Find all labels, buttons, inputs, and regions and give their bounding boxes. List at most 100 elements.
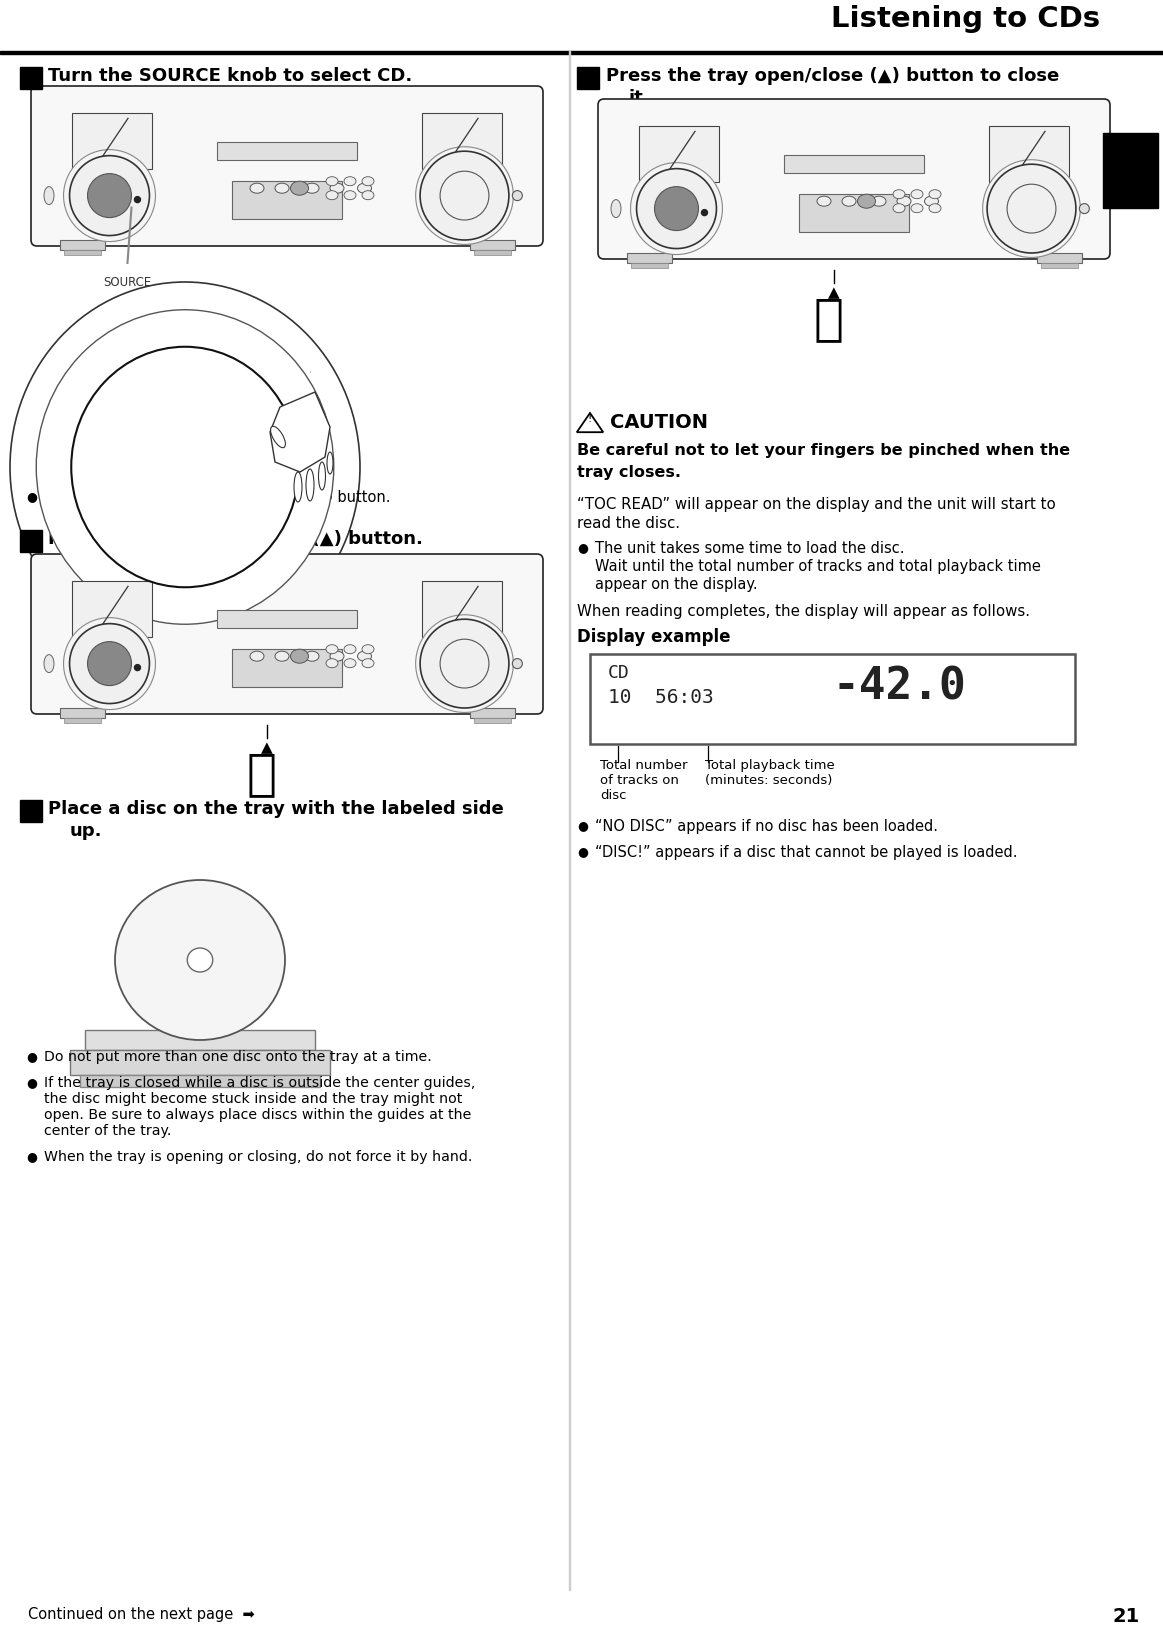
Ellipse shape: [842, 196, 856, 207]
Ellipse shape: [271, 427, 285, 448]
Text: Wait until the total number of tracks and total playback time: Wait until the total number of tracks an…: [595, 559, 1041, 574]
Text: Be careful not to let your fingers be pinched when the: Be careful not to let your fingers be pi…: [577, 443, 1070, 458]
Ellipse shape: [294, 473, 302, 502]
Ellipse shape: [291, 181, 308, 196]
Text: ●: ●: [577, 818, 587, 831]
Ellipse shape: [36, 310, 334, 624]
Ellipse shape: [44, 186, 53, 205]
Ellipse shape: [362, 191, 374, 200]
Text: Display example: Display example: [577, 628, 730, 645]
Bar: [20, 530, 42, 553]
Text: EN: EN: [1114, 160, 1147, 181]
Circle shape: [440, 171, 488, 220]
Bar: [64, 249, 100, 254]
Ellipse shape: [344, 645, 356, 654]
Circle shape: [983, 160, 1080, 258]
Ellipse shape: [274, 652, 288, 662]
Ellipse shape: [872, 196, 886, 207]
Text: 1: 1: [26, 70, 36, 85]
Text: Turn the SOURCE knob to select CD.: Turn the SOURCE knob to select CD.: [48, 67, 412, 85]
FancyBboxPatch shape: [31, 554, 543, 714]
Circle shape: [701, 210, 707, 215]
Text: Total number: Total number: [600, 760, 687, 773]
Ellipse shape: [187, 949, 213, 971]
Text: 3: 3: [26, 804, 36, 818]
Text: center of the tray.: center of the tray.: [44, 1125, 171, 1138]
Text: (minutes: seconds): (minutes: seconds): [705, 774, 833, 787]
Text: ●: ●: [26, 1076, 37, 1089]
Text: 10  56:03: 10 56:03: [608, 688, 714, 707]
Bar: [422, 112, 502, 170]
Text: read the disc.: read the disc.: [577, 517, 680, 531]
Circle shape: [1007, 184, 1056, 233]
Circle shape: [513, 191, 522, 200]
Text: You can also use the remote control CD button.: You can also use the remote control CD b…: [44, 491, 391, 505]
Ellipse shape: [925, 196, 939, 207]
Text: tray closes.: tray closes.: [577, 465, 682, 479]
Circle shape: [87, 174, 131, 217]
Circle shape: [87, 642, 131, 686]
Polygon shape: [577, 412, 604, 432]
Text: CAUTION: CAUTION: [611, 412, 708, 432]
Text: appear on the display.: appear on the display.: [595, 577, 757, 592]
Bar: [70, 1050, 330, 1076]
Circle shape: [415, 147, 513, 244]
Ellipse shape: [330, 183, 344, 194]
Ellipse shape: [357, 652, 371, 662]
Text: The unit takes some time to load the disc.: The unit takes some time to load the dis…: [595, 541, 905, 556]
Ellipse shape: [326, 176, 338, 186]
Bar: [799, 194, 909, 233]
Text: ✋: ✋: [814, 295, 844, 342]
Circle shape: [64, 618, 156, 709]
Text: Do not put more than one disc onto the tray at a time.: Do not put more than one disc onto the t…: [44, 1050, 431, 1064]
Ellipse shape: [897, 196, 911, 207]
Ellipse shape: [611, 199, 621, 217]
Text: open. Be sure to always place discs within the guides at the: open. Be sure to always place discs with…: [44, 1108, 471, 1121]
Text: the disc might become stuck inside and the tray might not: the disc might become stuck inside and t…: [44, 1092, 463, 1107]
Ellipse shape: [344, 191, 356, 200]
Circle shape: [70, 624, 150, 704]
Bar: [473, 249, 511, 254]
Text: “TOC READ” will appear on the display and the unit will start to: “TOC READ” will appear on the display an…: [577, 497, 1056, 512]
Ellipse shape: [306, 469, 314, 500]
Text: !: !: [587, 414, 592, 424]
Bar: [20, 800, 42, 822]
Text: disc: disc: [600, 789, 627, 802]
Bar: [1041, 262, 1077, 267]
Bar: [217, 610, 357, 628]
Bar: [422, 580, 502, 637]
Circle shape: [655, 186, 699, 230]
Ellipse shape: [357, 183, 371, 194]
Ellipse shape: [893, 204, 905, 212]
Text: ●: ●: [577, 541, 587, 554]
Circle shape: [420, 152, 509, 240]
Circle shape: [420, 619, 509, 707]
Text: ●: ●: [26, 1151, 37, 1162]
Circle shape: [1079, 204, 1090, 214]
Ellipse shape: [326, 645, 338, 654]
Bar: [1036, 253, 1082, 262]
FancyBboxPatch shape: [31, 86, 543, 246]
Text: ✋: ✋: [247, 750, 277, 799]
Ellipse shape: [911, 204, 923, 212]
Text: “NO DISC” appears if no disc has been loaded.: “NO DISC” appears if no disc has been lo…: [595, 818, 939, 835]
Ellipse shape: [274, 183, 288, 194]
Bar: [1103, 134, 1158, 209]
Text: up.: up.: [70, 822, 102, 839]
Text: Total playback time: Total playback time: [705, 760, 835, 773]
Bar: [80, 1076, 320, 1087]
Ellipse shape: [362, 176, 374, 186]
Text: Listening to CDs: Listening to CDs: [830, 5, 1100, 33]
Text: -42.0: -42.0: [833, 667, 966, 709]
Text: When the tray is opening or closing, do not force it by hand.: When the tray is opening or closing, do …: [44, 1151, 472, 1164]
Bar: [64, 717, 100, 724]
Bar: [784, 155, 923, 173]
Ellipse shape: [115, 880, 285, 1040]
Ellipse shape: [330, 652, 344, 662]
Bar: [217, 142, 357, 160]
Circle shape: [513, 659, 522, 668]
Ellipse shape: [362, 659, 374, 668]
Bar: [473, 717, 511, 724]
Circle shape: [70, 155, 150, 236]
Bar: [0, 51, 1163, 54]
